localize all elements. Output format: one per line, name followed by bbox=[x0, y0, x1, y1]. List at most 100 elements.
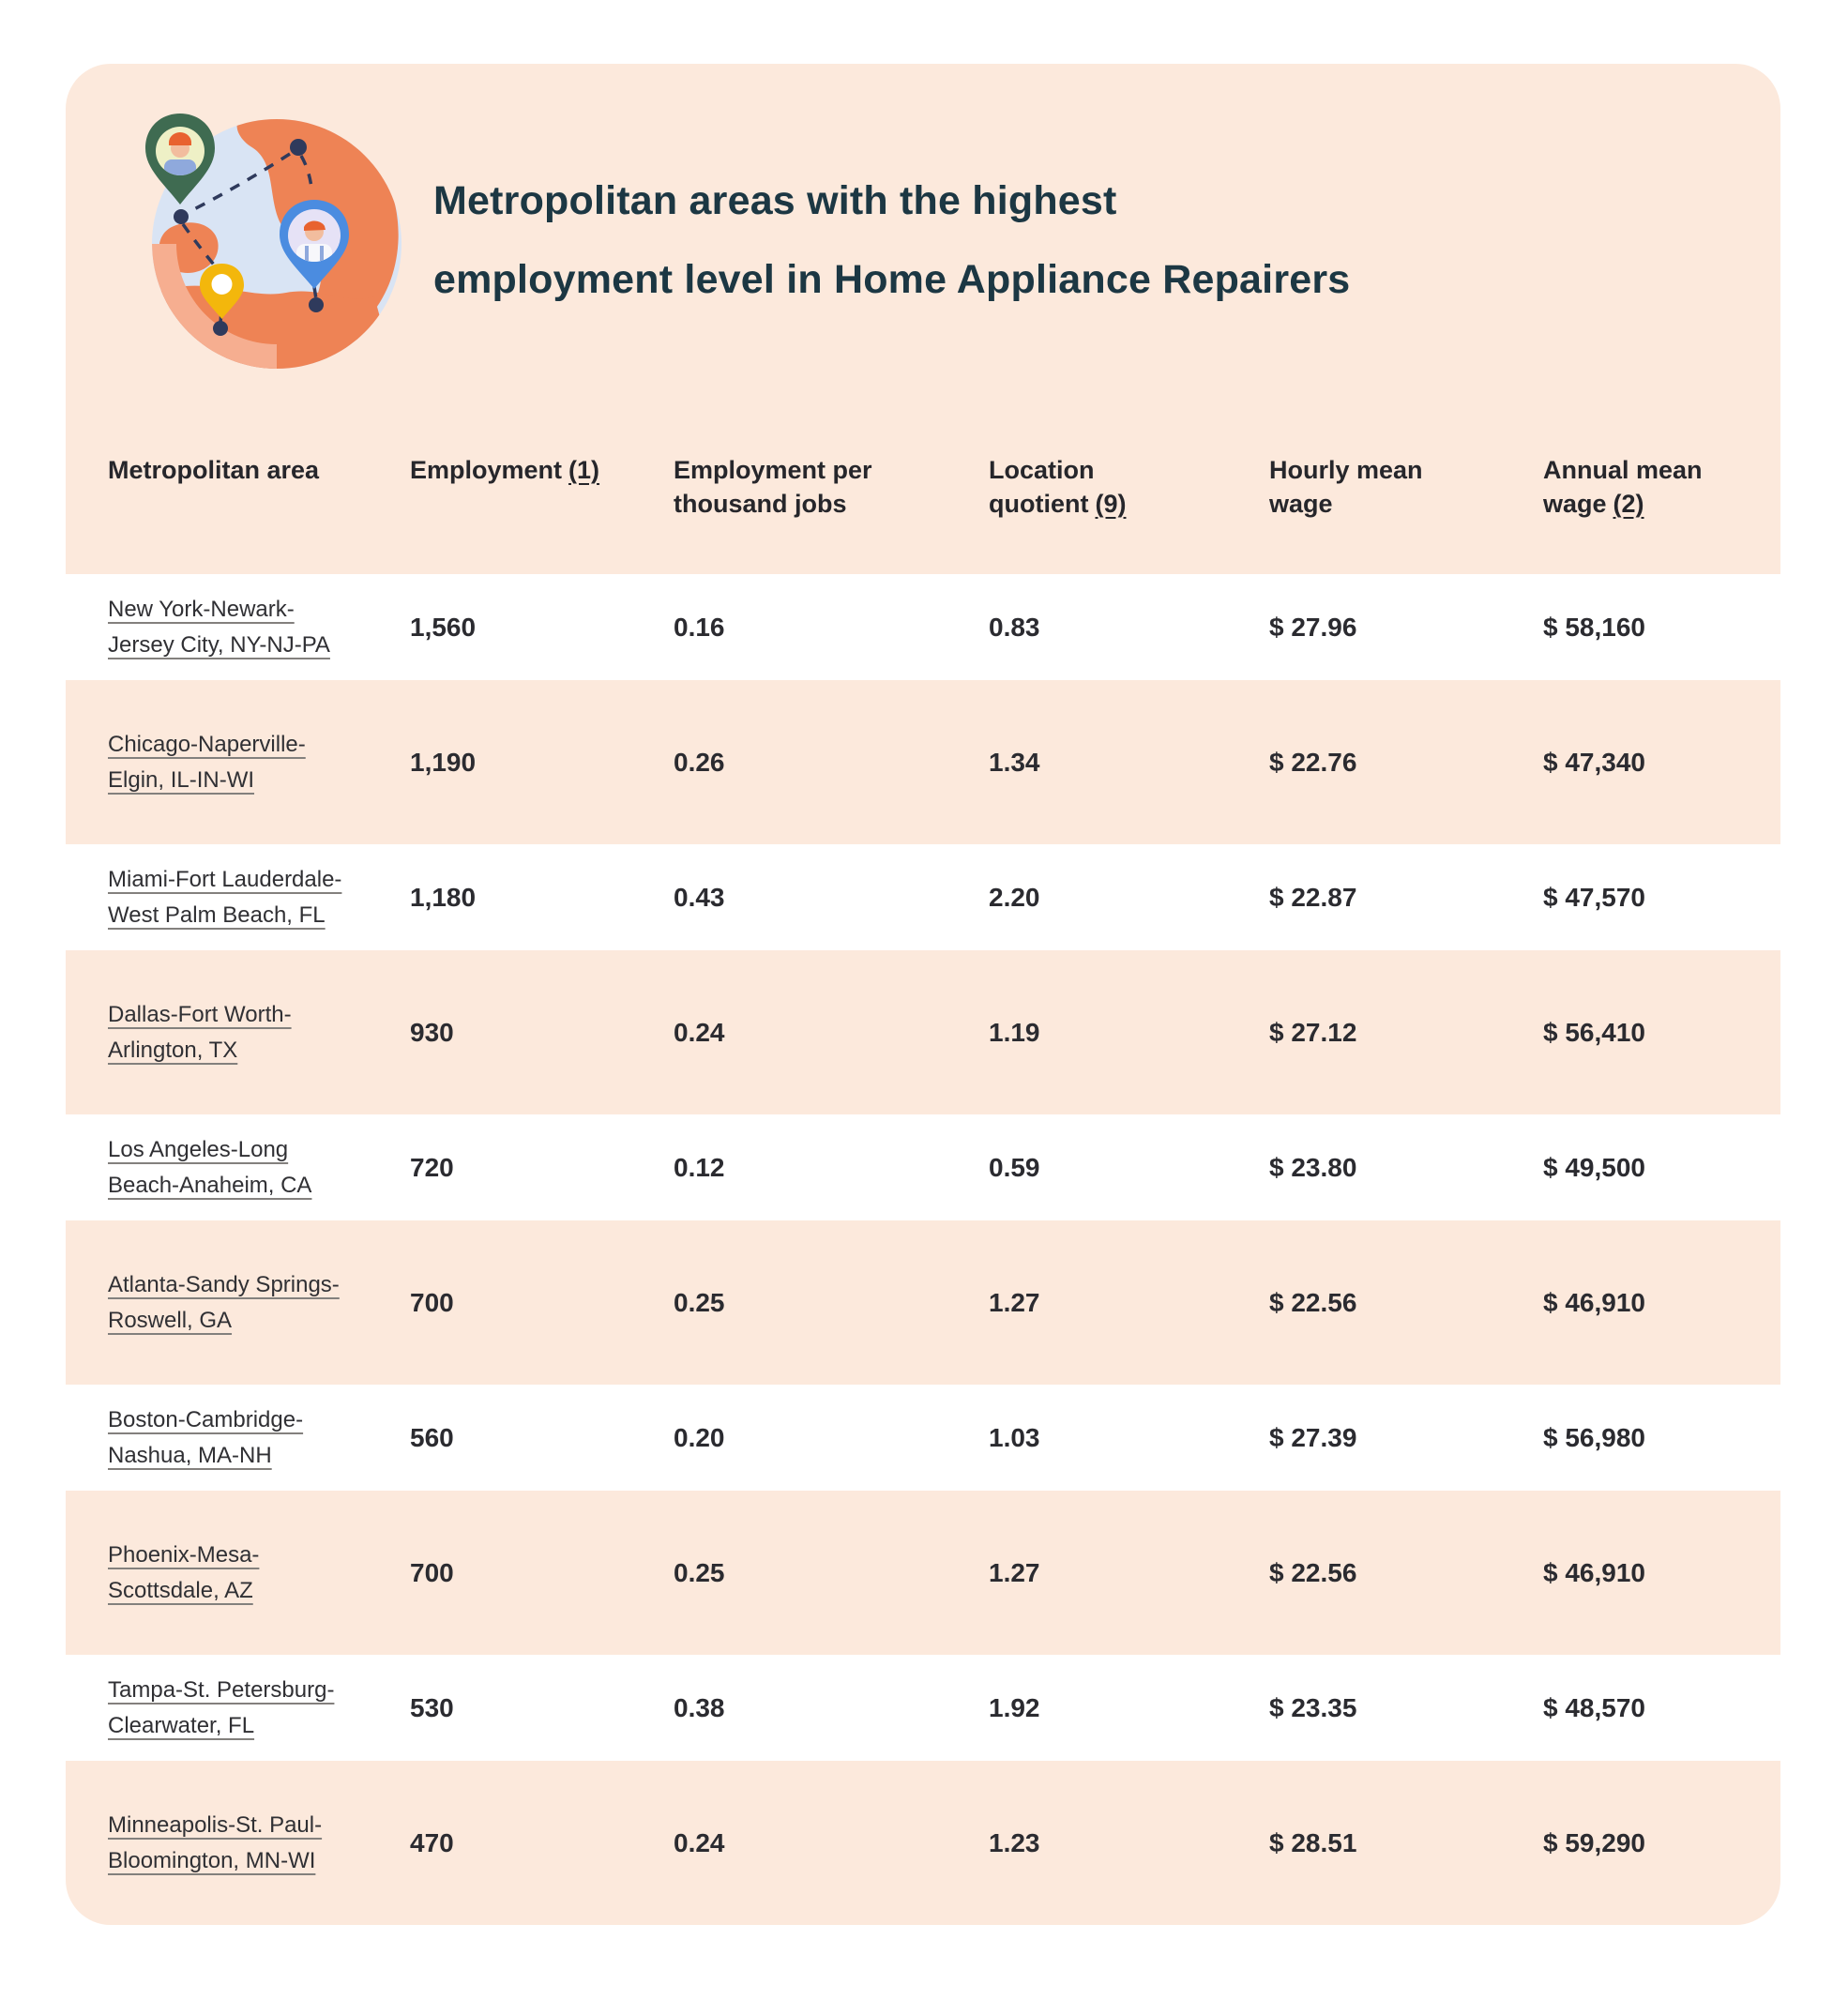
metro-area-link[interactable]: Boston-Cambridge-Nashua, MA-NH bbox=[108, 1406, 304, 1468]
metro-area-cell: Los Angeles-Long Beach-Anaheim, CA bbox=[108, 1132, 410, 1204]
hourly-mean-wage-cell: $ 28.51 bbox=[1269, 1827, 1357, 1857]
metro-area-cell: Minneapolis-St. Paul-Bloomington, MN-WI bbox=[108, 1808, 410, 1879]
employment-per-thousand-cell: 0.12 bbox=[674, 1152, 725, 1182]
table-row: Minneapolis-St. Paul-Bloomington, MN-WI … bbox=[66, 1761, 1780, 1925]
annual-mean-wage-cell: $ 46,910 bbox=[1543, 1287, 1645, 1317]
blue-location-pin-icon bbox=[280, 200, 349, 289]
annual-mean-wage-cell: $ 46,910 bbox=[1543, 1557, 1645, 1587]
table-row: New York-Newark-Jersey City, NY-NJ-PA 1,… bbox=[66, 574, 1780, 680]
employment-cell: 560 bbox=[410, 1422, 454, 1452]
metro-area-cell: Tampa-St. Petersburg-Clearwater, FL bbox=[108, 1673, 410, 1744]
column-header-employment: Employment (1) bbox=[410, 453, 674, 487]
annual-mean-wage-cell: $ 49,500 bbox=[1543, 1152, 1645, 1182]
location-quotient-cell: 1.27 bbox=[989, 1287, 1040, 1317]
table-row: Miami-Fort Lauderdale-West Palm Beach, F… bbox=[66, 844, 1780, 950]
hourly-mean-wage-cell: $ 22.56 bbox=[1269, 1557, 1357, 1587]
metro-area-link[interactable]: Minneapolis-St. Paul-Bloomington, MN-WI bbox=[108, 1811, 323, 1873]
hourly-mean-wage-cell: $ 27.96 bbox=[1269, 612, 1357, 642]
location-quotient-cell: 1.19 bbox=[989, 1017, 1040, 1047]
employment-cell: 700 bbox=[410, 1557, 454, 1587]
page-title-line-1: Metropolitan areas with the highest bbox=[433, 178, 1117, 223]
card-header: Metropolitan areas with the highest empl… bbox=[66, 64, 1780, 574]
employment-cell: 470 bbox=[410, 1827, 454, 1857]
employment-per-thousand-cell: 0.24 bbox=[674, 1017, 725, 1047]
table-body: New York-Newark-Jersey City, NY-NJ-PA 1,… bbox=[66, 574, 1780, 1925]
metro-area-cell: Miami-Fort Lauderdale-West Palm Beach, F… bbox=[108, 862, 410, 933]
metro-area-link[interactable]: Tampa-St. Petersburg-Clearwater, FL bbox=[108, 1676, 335, 1738]
column-header-annual-mean-wage: Annual mean wage (2) bbox=[1543, 453, 1721, 521]
column-header-location-quotient: Location quotient (9) bbox=[989, 453, 1148, 521]
column-header-label: Employment bbox=[410, 456, 563, 484]
footnote-link-9[interactable]: (9) bbox=[1095, 490, 1127, 518]
table-row: Atlanta-Sandy Springs-Roswell, GA 700 0.… bbox=[66, 1220, 1780, 1385]
hourly-mean-wage-cell: $ 23.35 bbox=[1269, 1692, 1357, 1722]
location-quotient-cell: 1.34 bbox=[989, 747, 1040, 777]
metro-area-link[interactable]: New York-Newark-Jersey City, NY-NJ-PA bbox=[108, 596, 330, 658]
column-header-label: Metropolitan area bbox=[108, 456, 320, 484]
annual-mean-wage-cell: $ 48,570 bbox=[1543, 1692, 1645, 1722]
hourly-mean-wage-cell: $ 23.80 bbox=[1269, 1152, 1357, 1182]
hourly-mean-wage-cell: $ 22.87 bbox=[1269, 882, 1357, 912]
globe-pins-illustration bbox=[145, 114, 401, 369]
route-dots bbox=[174, 139, 324, 336]
table-header-row: Metropolitan area Employment (1) Employme… bbox=[66, 453, 1780, 521]
metro-area-link[interactable]: Dallas-Fort Worth-Arlington, TX bbox=[108, 1001, 292, 1063]
column-header-label: Hourly mean wage bbox=[1269, 456, 1423, 518]
location-quotient-cell: 0.59 bbox=[989, 1152, 1040, 1182]
annual-mean-wage-cell: $ 47,570 bbox=[1543, 882, 1645, 912]
employment-cell: 1,180 bbox=[410, 882, 477, 912]
annual-mean-wage-cell: $ 47,340 bbox=[1543, 747, 1645, 777]
employment-cell: 1,190 bbox=[410, 747, 477, 777]
metro-area-link[interactable]: Los Angeles-Long Beach-Anaheim, CA bbox=[108, 1136, 312, 1198]
column-header-metropolitan-area: Metropolitan area bbox=[108, 453, 410, 487]
footnote-link-2[interactable]: (2) bbox=[1613, 490, 1644, 518]
employment-per-thousand-cell: 0.20 bbox=[674, 1422, 725, 1452]
hourly-mean-wage-cell: $ 22.76 bbox=[1269, 747, 1357, 777]
employment-cell: 530 bbox=[410, 1692, 454, 1722]
metro-area-link[interactable]: Atlanta-Sandy Springs-Roswell, GA bbox=[108, 1271, 340, 1333]
metro-area-cell: Atlanta-Sandy Springs-Roswell, GA bbox=[108, 1267, 410, 1339]
employment-per-thousand-cell: 0.38 bbox=[674, 1692, 725, 1722]
employment-per-thousand-cell: 0.25 bbox=[674, 1557, 725, 1587]
metro-area-cell: Chicago-Naperville-Elgin, IL-IN-WI bbox=[108, 727, 410, 798]
metro-area-cell: New York-Newark-Jersey City, NY-NJ-PA bbox=[108, 592, 410, 663]
page-title-line-2: employment level in Home Appliance Repai… bbox=[433, 257, 1351, 302]
employment-per-thousand-cell: 0.25 bbox=[674, 1287, 725, 1317]
metro-area-link[interactable]: Miami-Fort Lauderdale-West Palm Beach, F… bbox=[108, 866, 342, 928]
employment-per-thousand-cell: 0.43 bbox=[674, 882, 725, 912]
employment-cell: 1,560 bbox=[410, 612, 477, 642]
annual-mean-wage-cell: $ 59,290 bbox=[1543, 1827, 1645, 1857]
table-row: Los Angeles-Long Beach-Anaheim, CA 720 0… bbox=[66, 1114, 1780, 1220]
metro-area-link[interactable]: Phoenix-Mesa-Scottsdale, AZ bbox=[108, 1541, 260, 1603]
green-location-pin-icon bbox=[145, 114, 215, 205]
annual-mean-wage-cell: $ 58,160 bbox=[1543, 612, 1645, 642]
metro-area-link[interactable]: Chicago-Naperville-Elgin, IL-IN-WI bbox=[108, 731, 306, 793]
location-quotient-cell: 1.27 bbox=[989, 1557, 1040, 1587]
location-quotient-cell: 2.20 bbox=[989, 882, 1040, 912]
location-quotient-cell: 1.03 bbox=[989, 1422, 1040, 1452]
column-header-label: Employment per thousand jobs bbox=[674, 456, 872, 518]
table-row: Dallas-Fort Worth-Arlington, TX 930 0.24… bbox=[66, 950, 1780, 1114]
hourly-mean-wage-cell: $ 27.39 bbox=[1269, 1422, 1357, 1452]
column-header-label: Annual mean wage bbox=[1543, 456, 1703, 518]
hourly-mean-wage-cell: $ 22.56 bbox=[1269, 1287, 1357, 1317]
column-header-employment-per-thousand: Employment per thousand jobs bbox=[674, 453, 908, 521]
table-row: Chicago-Naperville-Elgin, IL-IN-WI 1,190… bbox=[66, 680, 1780, 844]
metro-area-cell: Boston-Cambridge-Nashua, MA-NH bbox=[108, 1402, 410, 1474]
employment-per-thousand-cell: 0.24 bbox=[674, 1827, 725, 1857]
employment-per-thousand-cell: 0.16 bbox=[674, 612, 725, 642]
column-header-label: Location quotient bbox=[989, 456, 1095, 518]
infographic-card: Metropolitan areas with the highest empl… bbox=[66, 64, 1780, 1925]
table-row: Boston-Cambridge-Nashua, MA-NH 560 0.20 … bbox=[66, 1385, 1780, 1491]
location-quotient-cell: 1.92 bbox=[989, 1692, 1040, 1722]
employment-per-thousand-cell: 0.26 bbox=[674, 747, 725, 777]
page-title: Metropolitan areas with the highest empl… bbox=[433, 161, 1350, 319]
table-row: Phoenix-Mesa-Scottsdale, AZ 700 0.25 1.2… bbox=[66, 1491, 1780, 1655]
footnote-link-1[interactable]: (1) bbox=[568, 456, 600, 484]
employment-cell: 720 bbox=[410, 1152, 454, 1182]
location-quotient-cell: 0.83 bbox=[989, 612, 1040, 642]
metro-area-cell: Phoenix-Mesa-Scottsdale, AZ bbox=[108, 1538, 410, 1609]
annual-mean-wage-cell: $ 56,980 bbox=[1543, 1422, 1645, 1452]
annual-mean-wage-cell: $ 56,410 bbox=[1543, 1017, 1645, 1047]
